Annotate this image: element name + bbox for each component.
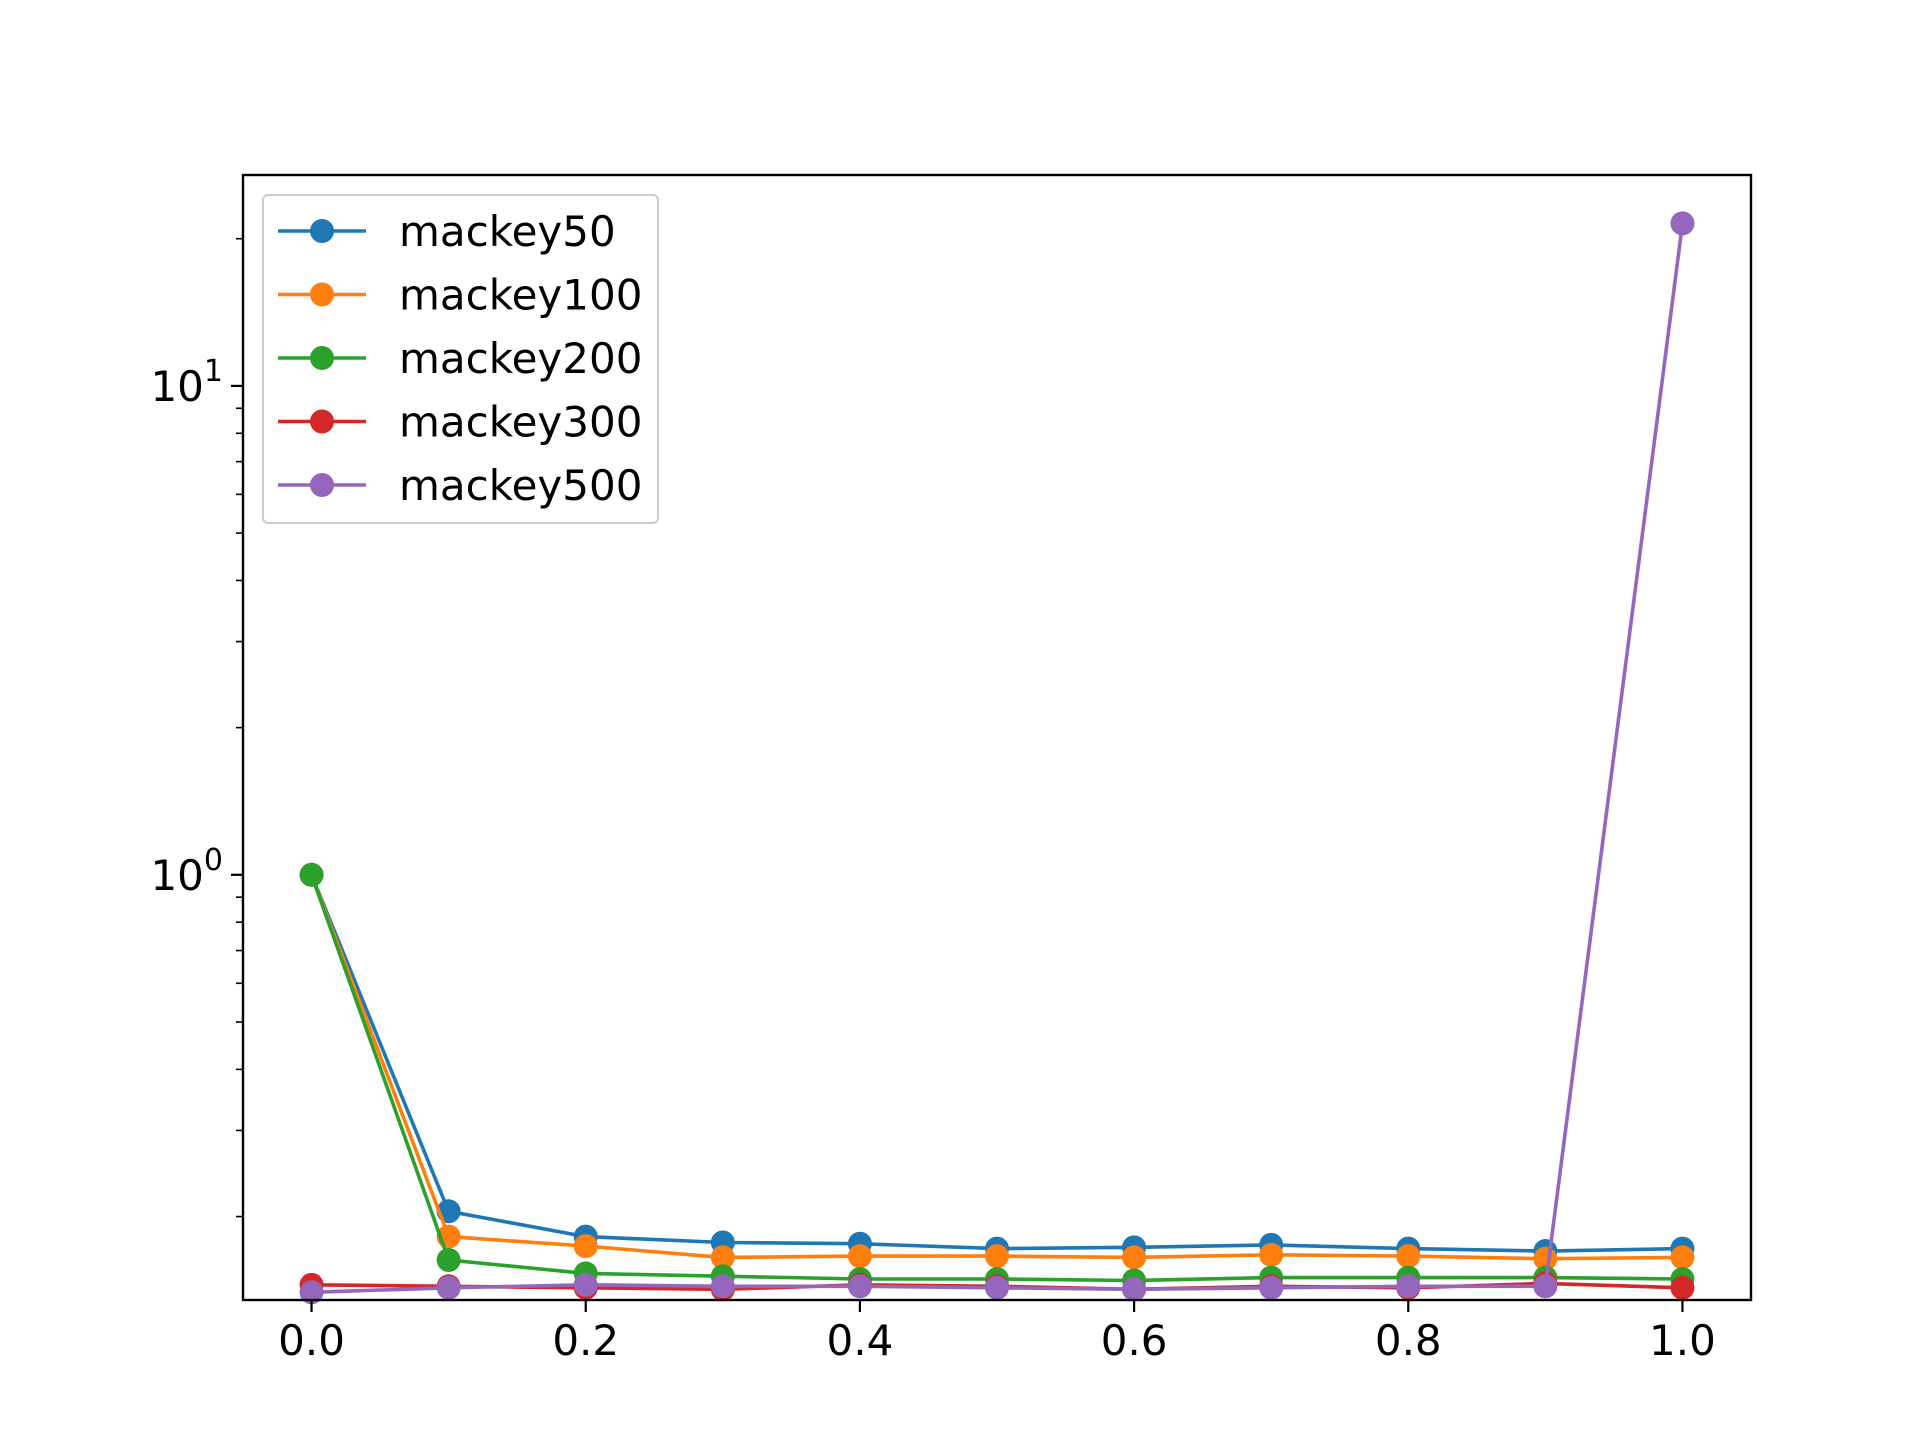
y-tick-exponent: 1 <box>204 354 223 389</box>
legend-item: mackey200 <box>278 334 642 383</box>
data-point <box>1259 1275 1284 1300</box>
y-tick-label: 101 <box>150 354 223 411</box>
x-tick-label: 0.0 <box>278 1316 345 1365</box>
data-point <box>299 862 324 887</box>
data-point <box>847 1244 872 1269</box>
legend-label: mackey500 <box>399 461 642 510</box>
data-point <box>985 1244 1009 1269</box>
legend: mackey50 mackey100 mackey200 mackey300 macke… <box>262 194 659 524</box>
series-mackey500 <box>299 211 1695 1305</box>
x-tick-label: 0.4 <box>827 1316 894 1365</box>
y-tick-base: 10 <box>150 362 203 411</box>
data-point <box>1259 1242 1284 1267</box>
plot-frame <box>241 173 1753 1302</box>
legend-item: mackey100 <box>278 271 642 320</box>
legend-item: mackey300 <box>278 398 642 447</box>
legend-item: mackey500 <box>278 461 642 510</box>
legend-item: mackey50 <box>278 207 616 256</box>
legend-label: mackey200 <box>399 334 642 383</box>
legend-swatch-marker <box>310 473 334 497</box>
data-point <box>1533 1274 1558 1299</box>
x-tick-label: 0.6 <box>1101 1316 1168 1365</box>
legend-swatch-marker <box>310 346 334 370</box>
data-point <box>1670 211 1695 236</box>
data-point <box>847 1274 872 1299</box>
data-point <box>710 1245 735 1270</box>
data-point <box>1670 1245 1695 1270</box>
legend-swatch-marker <box>310 282 334 307</box>
data-point <box>710 1274 735 1299</box>
y-tick-exponent: 0 <box>204 843 223 878</box>
data-point <box>436 1275 461 1300</box>
x-tick-label: 0.2 <box>552 1316 619 1365</box>
data-point <box>1122 1277 1147 1302</box>
y-tick-base: 10 <box>150 851 203 900</box>
legend-label: mackey50 <box>399 207 616 256</box>
data-point <box>1396 1244 1421 1269</box>
data-point <box>573 1272 598 1297</box>
data-point <box>1670 1275 1695 1300</box>
legend-label: mackey100 <box>399 271 642 320</box>
x-tick-label: 1.0 <box>1649 1316 1716 1365</box>
y-tick-label: 100 <box>150 843 223 900</box>
data-point <box>573 1234 598 1259</box>
data-point <box>1122 1245 1147 1270</box>
x-tick-label: 0.8 <box>1375 1316 1442 1365</box>
data-point <box>1396 1274 1421 1299</box>
legend-swatch-marker <box>310 409 334 434</box>
series-layer <box>299 211 1695 1305</box>
legend-box <box>262 194 659 524</box>
data-point <box>436 1247 461 1272</box>
legend-label: mackey300 <box>399 398 642 447</box>
legend-swatch-marker <box>310 219 334 243</box>
data-point <box>299 1280 324 1305</box>
data-point <box>985 1275 1009 1300</box>
